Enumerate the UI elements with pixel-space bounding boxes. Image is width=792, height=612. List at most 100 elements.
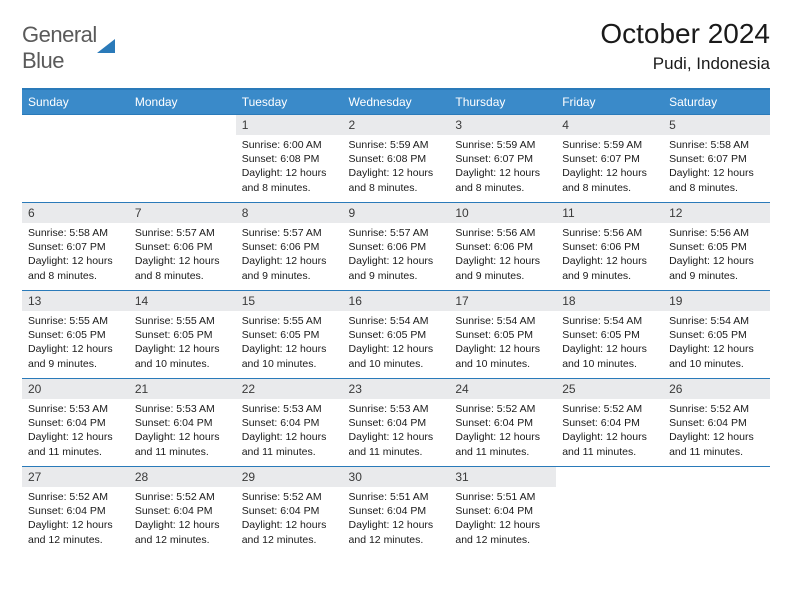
calendar-cell: 22Sunrise: 5:53 AMSunset: 6:04 PMDayligh… [236,379,343,467]
calendar-row: 20Sunrise: 5:53 AMSunset: 6:04 PMDayligh… [22,379,770,467]
sunrise-line: Sunrise: 5:58 AM [669,138,764,152]
sunset-line: Sunset: 6:04 PM [242,504,337,518]
day-body: Sunrise: 5:53 AMSunset: 6:04 PMDaylight:… [343,399,450,465]
sunrise-line: Sunrise: 5:53 AM [135,402,230,416]
sunrise-line: Sunrise: 5:52 AM [28,490,123,504]
day-number: 5 [663,115,770,135]
calendar-cell: 11Sunrise: 5:56 AMSunset: 6:06 PMDayligh… [556,203,663,291]
calendar-cell: 9Sunrise: 5:57 AMSunset: 6:06 PMDaylight… [343,203,450,291]
day-body: Sunrise: 5:57 AMSunset: 6:06 PMDaylight:… [236,223,343,289]
sunrise-line: Sunrise: 5:51 AM [349,490,444,504]
daylight-line: Daylight: 12 hours and 11 minutes. [669,430,764,458]
sunset-line: Sunset: 6:08 PM [242,152,337,166]
day-header: Friday [556,89,663,115]
calendar-cell: 8Sunrise: 5:57 AMSunset: 6:06 PMDaylight… [236,203,343,291]
day-header: Saturday [663,89,770,115]
calendar-cell: 4Sunrise: 5:59 AMSunset: 6:07 PMDaylight… [556,115,663,203]
calendar-cell: 3Sunrise: 5:59 AMSunset: 6:07 PMDaylight… [449,115,556,203]
sunrise-line: Sunrise: 5:55 AM [28,314,123,328]
day-body: Sunrise: 5:54 AMSunset: 6:05 PMDaylight:… [449,311,556,377]
sunset-line: Sunset: 6:07 PM [669,152,764,166]
logo-mark-icon [97,39,115,53]
sunset-line: Sunset: 6:06 PM [135,240,230,254]
calendar-cell [22,115,129,203]
daylight-line: Daylight: 12 hours and 12 minutes. [455,518,550,546]
day-body: Sunrise: 5:52 AMSunset: 6:04 PMDaylight:… [22,487,129,553]
month-title: October 2024 [600,18,770,50]
day-body: Sunrise: 5:54 AMSunset: 6:05 PMDaylight:… [343,311,450,377]
sunrise-line: Sunrise: 5:55 AM [242,314,337,328]
day-body: Sunrise: 5:55 AMSunset: 6:05 PMDaylight:… [129,311,236,377]
day-number: 27 [22,467,129,487]
day-header: Thursday [449,89,556,115]
calendar-head: SundayMondayTuesdayWednesdayThursdayFrid… [22,89,770,115]
sunset-line: Sunset: 6:05 PM [28,328,123,342]
calendar-cell: 15Sunrise: 5:55 AMSunset: 6:05 PMDayligh… [236,291,343,379]
day-number: 10 [449,203,556,223]
day-number: 2 [343,115,450,135]
daylight-line: Daylight: 12 hours and 11 minutes. [562,430,657,458]
sunset-line: Sunset: 6:06 PM [455,240,550,254]
day-number: 21 [129,379,236,399]
day-number: 16 [343,291,450,311]
daylight-line: Daylight: 12 hours and 9 minutes. [349,254,444,282]
sunrise-line: Sunrise: 5:52 AM [455,402,550,416]
day-body: Sunrise: 6:00 AMSunset: 6:08 PMDaylight:… [236,135,343,201]
sunset-line: Sunset: 6:04 PM [242,416,337,430]
sunrise-line: Sunrise: 6:00 AM [242,138,337,152]
calendar-cell: 13Sunrise: 5:55 AMSunset: 6:05 PMDayligh… [22,291,129,379]
day-number: 3 [449,115,556,135]
sunset-line: Sunset: 6:08 PM [349,152,444,166]
day-body: Sunrise: 5:52 AMSunset: 6:04 PMDaylight:… [449,399,556,465]
sunrise-line: Sunrise: 5:53 AM [349,402,444,416]
day-number: 29 [236,467,343,487]
day-body: Sunrise: 5:59 AMSunset: 6:07 PMDaylight:… [449,135,556,201]
daylight-line: Daylight: 12 hours and 9 minutes. [455,254,550,282]
day-body: Sunrise: 5:53 AMSunset: 6:04 PMDaylight:… [236,399,343,465]
calendar-cell: 6Sunrise: 5:58 AMSunset: 6:07 PMDaylight… [22,203,129,291]
day-number: 14 [129,291,236,311]
daylight-line: Daylight: 12 hours and 8 minutes. [242,166,337,194]
sunrise-line: Sunrise: 5:54 AM [669,314,764,328]
sunrise-line: Sunrise: 5:54 AM [349,314,444,328]
day-body: Sunrise: 5:57 AMSunset: 6:06 PMDaylight:… [343,223,450,289]
daylight-line: Daylight: 12 hours and 8 minutes. [669,166,764,194]
day-number: 6 [22,203,129,223]
day-body: Sunrise: 5:58 AMSunset: 6:07 PMDaylight:… [663,135,770,201]
sunset-line: Sunset: 6:04 PM [28,416,123,430]
day-number: 11 [556,203,663,223]
daylight-line: Daylight: 12 hours and 11 minutes. [349,430,444,458]
sunset-line: Sunset: 6:06 PM [242,240,337,254]
sunset-line: Sunset: 6:04 PM [135,416,230,430]
daylight-line: Daylight: 12 hours and 8 minutes. [349,166,444,194]
daylight-line: Daylight: 12 hours and 12 minutes. [28,518,123,546]
sunrise-line: Sunrise: 5:52 AM [669,402,764,416]
sunrise-line: Sunrise: 5:52 AM [135,490,230,504]
daylight-line: Daylight: 12 hours and 8 minutes. [135,254,230,282]
day-number: 23 [343,379,450,399]
logo-line2: Blue [22,48,97,74]
daylight-line: Daylight: 12 hours and 10 minutes. [562,342,657,370]
day-body: Sunrise: 5:52 AMSunset: 6:04 PMDaylight:… [236,487,343,553]
day-number: 19 [663,291,770,311]
sunset-line: Sunset: 6:07 PM [455,152,550,166]
day-number: 9 [343,203,450,223]
day-number: 20 [22,379,129,399]
sunrise-line: Sunrise: 5:54 AM [455,314,550,328]
day-number: 31 [449,467,556,487]
calendar-cell: 29Sunrise: 5:52 AMSunset: 6:04 PMDayligh… [236,467,343,555]
calendar-body: 1Sunrise: 6:00 AMSunset: 6:08 PMDaylight… [22,115,770,555]
sunset-line: Sunset: 6:04 PM [349,416,444,430]
sunrise-line: Sunrise: 5:52 AM [242,490,337,504]
sunrise-line: Sunrise: 5:59 AM [562,138,657,152]
calendar-cell: 14Sunrise: 5:55 AMSunset: 6:05 PMDayligh… [129,291,236,379]
day-body: Sunrise: 5:55 AMSunset: 6:05 PMDaylight:… [236,311,343,377]
sunset-line: Sunset: 6:04 PM [349,504,444,518]
sunset-line: Sunset: 6:06 PM [349,240,444,254]
sunrise-line: Sunrise: 5:53 AM [28,402,123,416]
day-number: 25 [556,379,663,399]
day-header: Wednesday [343,89,450,115]
daylight-line: Daylight: 12 hours and 9 minutes. [242,254,337,282]
sunset-line: Sunset: 6:05 PM [669,328,764,342]
calendar-cell: 25Sunrise: 5:52 AMSunset: 6:04 PMDayligh… [556,379,663,467]
